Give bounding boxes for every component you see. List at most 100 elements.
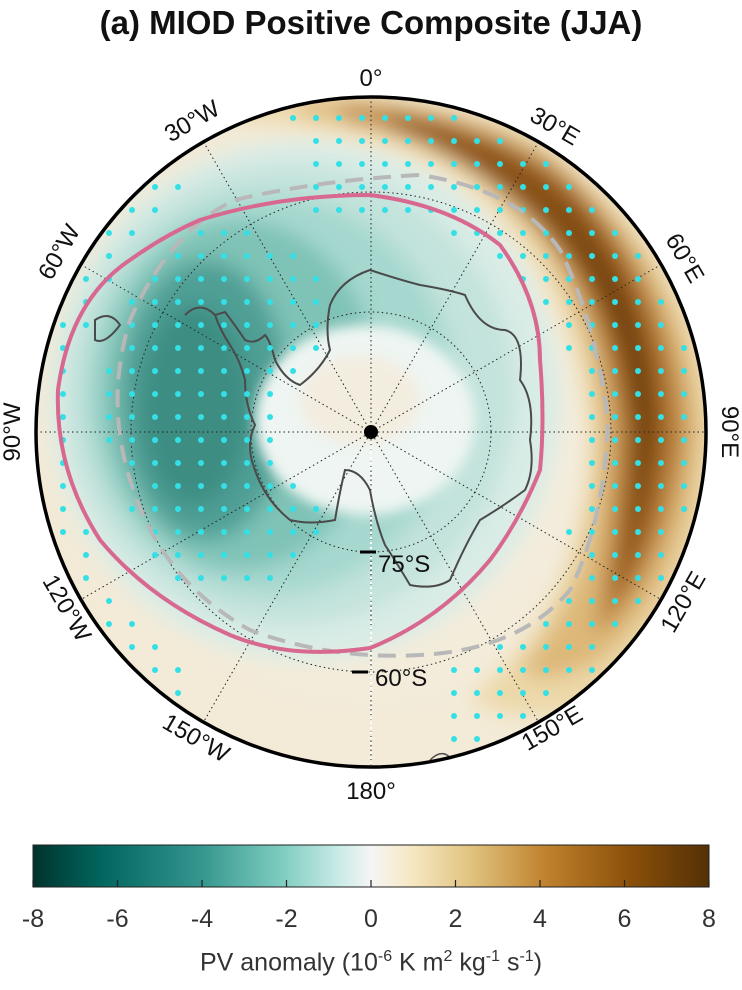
stipple-dot [589,230,595,236]
stipple-dot [589,644,595,650]
stipple-dot [198,483,204,489]
stipple-dot [175,184,181,190]
stipple-dot [543,299,549,305]
stipple-dot [175,690,181,696]
stipple-dot [221,552,227,558]
stipple-dot [520,184,526,190]
colorbar-tick-label: -2 [275,905,297,933]
stipple-dot [658,345,664,351]
stipple-dot [313,207,319,213]
stipple-dot [451,690,457,696]
colorbar-tick-label: 0 [364,905,378,933]
stipple-dot [451,207,457,213]
stipple-dot [129,437,135,443]
stipple-dot [221,299,227,305]
colorbar-label-exp3: -1 [485,948,500,965]
stipple-dot [428,161,434,167]
stipple-dot [359,184,365,190]
lon-label-90e: 90°E [716,406,742,458]
stipple-dot [635,368,641,374]
stipple-dot [635,552,641,558]
stipple-dot [589,483,595,489]
stipple-dot [267,253,273,259]
stipple-dot [589,575,595,581]
stipple-dot [106,437,112,443]
stipple-dot [129,506,135,512]
lat-label-75s: 75°S [378,551,430,578]
stipple-dot [152,207,158,213]
stipple-dot [405,207,411,213]
stipple-dot [543,621,549,627]
stipple-dot [612,552,618,558]
stipple-dot [474,736,480,742]
stipple-dot [152,460,158,466]
stipple-dot [405,161,411,167]
stipple-dot [497,184,503,190]
stipple-dot [267,529,273,535]
stipple-dot [658,391,664,397]
stipple-dot [106,368,112,374]
stipple-dot [129,644,135,650]
stipple-dot [290,115,296,121]
colorbar-label-mid1: K m [392,948,444,977]
stipple-dot [382,138,388,144]
stipple-dot [152,299,158,305]
stipple-dot [60,391,66,397]
stipple-dot [543,207,549,213]
stipple-dot [313,115,319,121]
stipple-dot [589,460,595,466]
colorbar-label-mid2: kg [452,948,486,977]
stipple-dot [451,736,457,742]
stipple-dot [152,437,158,443]
stipple-dot [612,621,618,627]
stipple-dot [198,575,204,581]
stipple-dot [520,230,526,236]
stipple-dot [589,253,595,259]
stipple-dot [566,644,572,650]
stipple-dot [520,690,526,696]
stipple-dot [267,506,273,512]
stipple-dot [658,506,664,512]
stipple-dot [589,299,595,305]
stipple-dot [152,414,158,420]
stipple-dot [175,276,181,282]
colorbar-label-exp2: 2 [443,948,453,965]
stipple-dot [635,253,641,259]
stipple-dot [658,368,664,374]
stipple-dot [221,391,227,397]
stipple-dot [566,299,572,305]
stipple-dot [589,391,595,397]
stipple-dot [175,322,181,328]
stipple-dot [520,644,526,650]
stipple-dot [612,575,618,581]
stipple-dot [198,345,204,351]
colorbar-tick-label: 8 [702,905,716,933]
stipple-dot [635,322,641,328]
stipple-dot [359,115,365,121]
south-america-tip [94,315,122,342]
stipple-dot [336,115,342,121]
colorbar-label: PV anomaly (10-6 K m2 kg-1 s-1) [0,948,742,977]
stipple-dot [428,138,434,144]
stipple-dot [543,161,549,167]
stipple-dot [658,575,664,581]
stipple-dot [129,299,135,305]
stipple-dot [543,276,549,282]
stipple-dot [497,644,503,650]
stipple-dot [198,391,204,397]
stipple-dot [681,506,687,512]
stipple-dot [152,391,158,397]
stipple-dot [681,414,687,420]
stipple-dot [474,161,480,167]
lon-label-0: 0° [360,65,383,92]
stipple-dot [336,138,342,144]
stipple-dot [635,483,641,489]
stipple-dot [589,276,595,282]
stipple-dot [520,253,526,259]
stipple-dot [175,414,181,420]
stipple-dot [175,506,181,512]
stipple-dot [382,161,388,167]
stipple-dot [566,230,572,236]
stipple-dot [612,506,618,512]
